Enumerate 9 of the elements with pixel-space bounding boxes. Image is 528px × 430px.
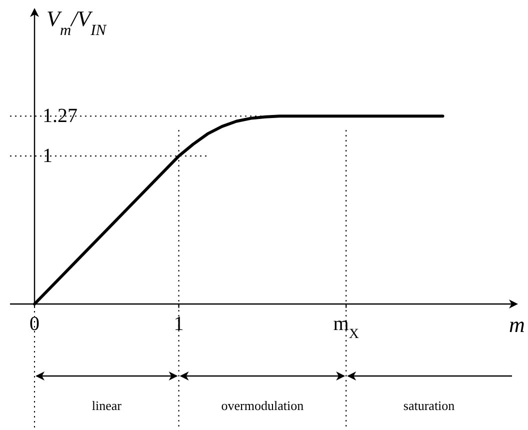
- x-tick-label: 0: [30, 313, 40, 335]
- x-tick-label: 1: [174, 313, 184, 335]
- text: overmodulation: [221, 398, 304, 413]
- text: saturation: [403, 398, 456, 413]
- text: linear: [92, 398, 122, 413]
- y-tick-label: 1.27: [42, 105, 78, 128]
- x-axis-title: m: [509, 312, 525, 337]
- y-axis-title: V$_{m}$/V$_{IN}$: [46, 6, 107, 38]
- x-tick-label: m$_{X}$: [333, 313, 359, 342]
